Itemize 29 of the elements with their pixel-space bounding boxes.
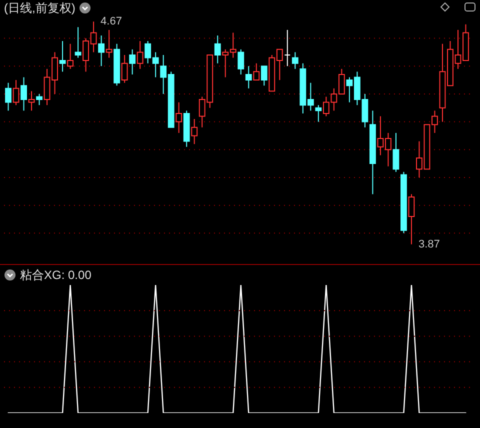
candlestick bbox=[5, 82, 12, 112]
chart-title: (日线,前复权) bbox=[4, 0, 76, 16]
annotation: 3.87 bbox=[418, 238, 440, 250]
candlestick bbox=[253, 62, 260, 81]
candlestick bbox=[191, 118, 198, 145]
candlestick bbox=[238, 48, 244, 75]
candlestick bbox=[36, 93, 42, 106]
candlestick bbox=[136, 40, 144, 70]
candlestick bbox=[129, 48, 136, 75]
candlestick bbox=[408, 194, 415, 245]
candlestick bbox=[67, 43, 74, 70]
candlestick bbox=[292, 52, 298, 70]
chart-title: 粘合XG: 0.00 bbox=[20, 266, 92, 284]
candlestick bbox=[98, 34, 105, 67]
candlestick bbox=[260, 66, 268, 86]
candlestick bbox=[59, 40, 66, 72]
candlestick bbox=[245, 66, 252, 89]
candlestick bbox=[214, 34, 221, 64]
candlestick bbox=[74, 26, 82, 58]
candlestick bbox=[392, 132, 400, 172]
candlestick bbox=[121, 54, 128, 84]
candlestick bbox=[284, 29, 291, 67]
candlestick bbox=[176, 102, 182, 134]
candlestick bbox=[28, 90, 35, 112]
candlestick bbox=[315, 104, 322, 122]
candlestick bbox=[20, 76, 27, 112]
annotation: 4.67 bbox=[100, 16, 122, 28]
candlestick bbox=[12, 80, 20, 106]
candlestick bbox=[106, 29, 112, 58]
